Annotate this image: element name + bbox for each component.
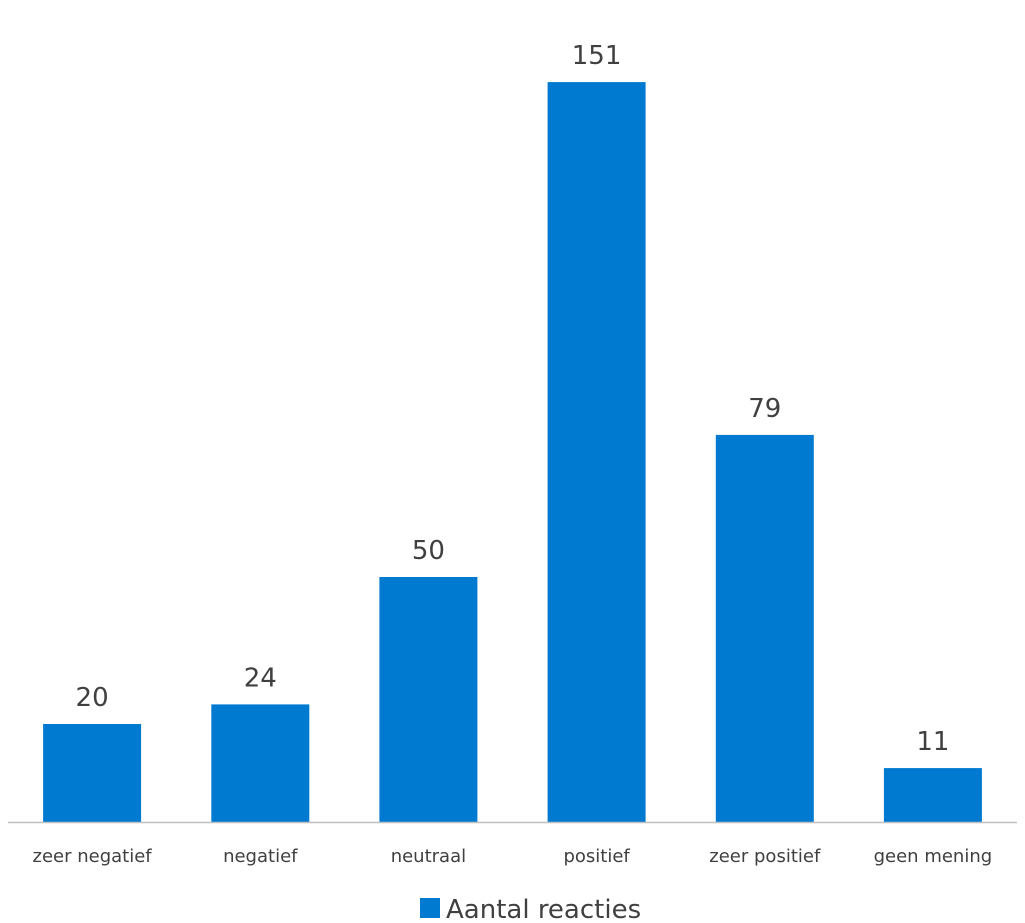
bar-positief <box>547 82 646 823</box>
bar-zeer-negatief <box>43 724 142 822</box>
legend-swatch <box>420 898 440 918</box>
bars-group <box>43 82 982 823</box>
legend-label: Aantal reacties <box>446 895 641 923</box>
x-tick-label-geen-mening: geen mening <box>874 846 993 867</box>
data-label-neutraal: 50 <box>412 536 445 566</box>
data-label-geen-mening: 11 <box>916 727 949 757</box>
x-tick-label-negatief: negatief <box>223 846 298 867</box>
legend: Aantal reacties <box>420 895 641 923</box>
data-label-zeer-positief: 79 <box>748 394 781 424</box>
bar-zeer-positief <box>715 434 814 822</box>
x-tick-label-zeer-negatief: zeer negatief <box>33 846 153 867</box>
bar-neutraal <box>379 577 478 822</box>
x-tick-label-neutraal: neutraal <box>391 846 466 867</box>
x-tick-labels-group: zeer negatief negatief neutraal positief zee… <box>33 846 993 867</box>
data-label-negatief: 24 <box>244 663 277 693</box>
x-tick-label-zeer-positief: zeer positief <box>709 846 821 867</box>
bar-negatief <box>211 704 310 822</box>
data-label-positief: 151 <box>572 41 622 71</box>
x-tick-label-positief: positief <box>563 846 630 867</box>
data-label-zeer-negatief: 20 <box>76 683 109 713</box>
bar-geen-mening <box>883 768 982 822</box>
data-labels-group: 20 24 50 151 79 11 <box>76 41 950 757</box>
